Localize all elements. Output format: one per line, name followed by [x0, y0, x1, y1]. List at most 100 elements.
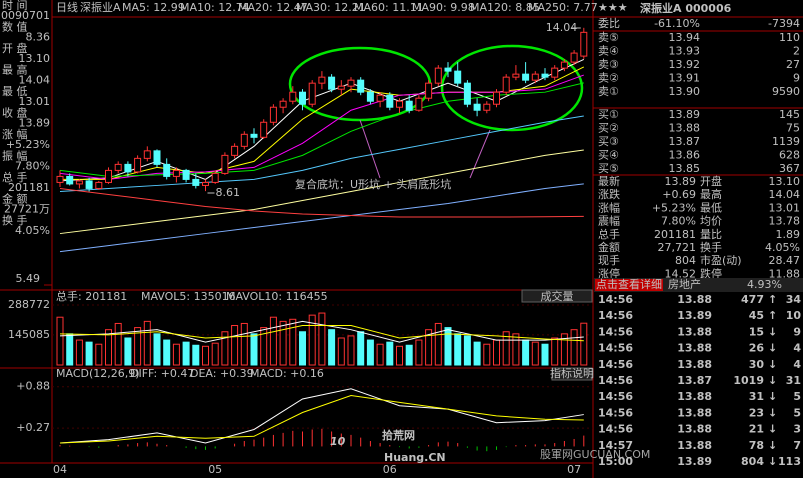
book-price: 13.86 [669, 149, 701, 162]
book-price: 13.92 [669, 58, 701, 71]
volume-bar [240, 322, 248, 366]
tick-time: 14:56 [598, 390, 633, 403]
stat-label: 涨跌 [598, 187, 620, 201]
book-label: 卖④ [598, 45, 619, 58]
volume-bar [279, 320, 287, 366]
volume-bar [308, 314, 316, 366]
tick-direction: ↑ [768, 309, 777, 322]
watermark: Huang.CN [384, 451, 446, 464]
candle-body [473, 103, 481, 111]
stat-label: 均价 [700, 215, 722, 228]
stat-value: +0.69 [662, 188, 696, 201]
book-price: 13.94 [669, 31, 701, 44]
candle-body [134, 157, 142, 173]
macd-header: DEA: +0.39 [190, 367, 254, 380]
annotation: 8.61 [216, 186, 241, 199]
book-price: 13.90 [669, 85, 701, 98]
macd-header: MACD(12,26,9) [56, 367, 140, 380]
y-tick-label: 5.49 [16, 272, 41, 285]
candle-body [269, 106, 277, 123]
stat-value: 13.78 [769, 215, 801, 228]
tick-price: 13.88 [677, 390, 712, 403]
volume-bar [512, 333, 520, 366]
tick-price: 13.88 [677, 325, 712, 338]
candle-body [318, 76, 326, 84]
candle-body [366, 91, 374, 102]
info-label: 最 低 [2, 85, 28, 98]
volume-label: 成交量 [541, 289, 574, 303]
volume-bar [541, 343, 549, 366]
volume-bar [124, 337, 132, 366]
volume-bar [231, 325, 239, 366]
volume-header: 总手: 201181 [56, 289, 127, 303]
book-label: 买⑤ [598, 162, 619, 175]
tick-time: 14:56 [598, 325, 633, 338]
period: 日线 [56, 0, 78, 14]
candle-body [483, 103, 491, 111]
stat-value: 13.10 [769, 175, 801, 188]
candle-body [153, 150, 161, 165]
annotation: 复合底坑：U形坑 + 头肩底形坑 [295, 177, 451, 191]
book-volume: 1139 [772, 135, 800, 148]
tick-price: 13.88 [677, 423, 712, 436]
info-label: 涨 幅 [2, 128, 28, 141]
volume-bar [405, 344, 413, 366]
volume-bar [105, 329, 112, 366]
ma-legend: MA20: 12.47 [238, 1, 308, 14]
candle-body [211, 172, 219, 183]
tick-volume: 804 [741, 455, 764, 468]
candle-body [454, 70, 462, 84]
stat-label: 现手 [598, 253, 620, 267]
stars: ★★★ [598, 1, 628, 14]
macd-line [59, 388, 584, 444]
book-label: 卖③ [598, 58, 619, 71]
tick-volume: 26 [749, 342, 765, 355]
candle-body [240, 133, 248, 147]
tick-volume: 45 [749, 309, 764, 322]
tick-count: 9 [793, 325, 801, 338]
volume-bar [580, 322, 588, 366]
tick-volume: 78 [749, 439, 764, 452]
candle-body [124, 163, 132, 173]
volume-bar [415, 339, 423, 366]
candle-body [337, 85, 345, 90]
book-label: 卖⑤ [598, 31, 619, 44]
detail-button-label: 点击查看详细 [596, 277, 662, 291]
candle-body [172, 169, 180, 177]
volume-ma-line [59, 325, 584, 342]
volume-bar [396, 345, 403, 366]
stat-label: 开盘 [700, 174, 722, 188]
tick-direction: ↓ [768, 358, 777, 371]
volume-header: MAVOL5: 135016 [141, 290, 236, 303]
stat-value: 11.88 [769, 267, 801, 280]
watermark: 10 [330, 435, 346, 448]
info-label: 最 高 [2, 63, 28, 77]
quote-value: -7394 [768, 17, 800, 30]
stat-label: 最低 [700, 201, 722, 214]
ma-legend: MA60: 11.11 [354, 1, 424, 14]
tick-count: 10 [786, 309, 802, 322]
book-volume: 110 [779, 31, 800, 44]
tick-count: 5 [793, 390, 801, 403]
info-value: 13.89 [19, 117, 51, 130]
ma-legend: MA30: 12.21 [296, 1, 366, 14]
tick-price: 13.89 [677, 309, 712, 322]
tick-direction: ↓ [768, 325, 777, 338]
volume-bar [376, 343, 384, 366]
detail-button[interactable] [595, 279, 663, 291]
y-tick-label: +0.88 [16, 380, 50, 393]
tick-time: 14:56 [598, 293, 633, 306]
volume-bar [570, 329, 578, 366]
volume-bar [211, 342, 219, 366]
ma-line [59, 115, 584, 192]
stat-value: +5.23% [652, 201, 696, 214]
candle-body [299, 91, 306, 105]
tick-direction: ↓ [768, 406, 777, 419]
info-value: 8.36 [26, 31, 51, 44]
candle-body [415, 97, 423, 111]
book-price: 13.87 [669, 135, 701, 148]
volume-bar [172, 343, 180, 366]
stat-value: 27,721 [658, 241, 697, 254]
tick-direction: ↓ [768, 423, 777, 436]
